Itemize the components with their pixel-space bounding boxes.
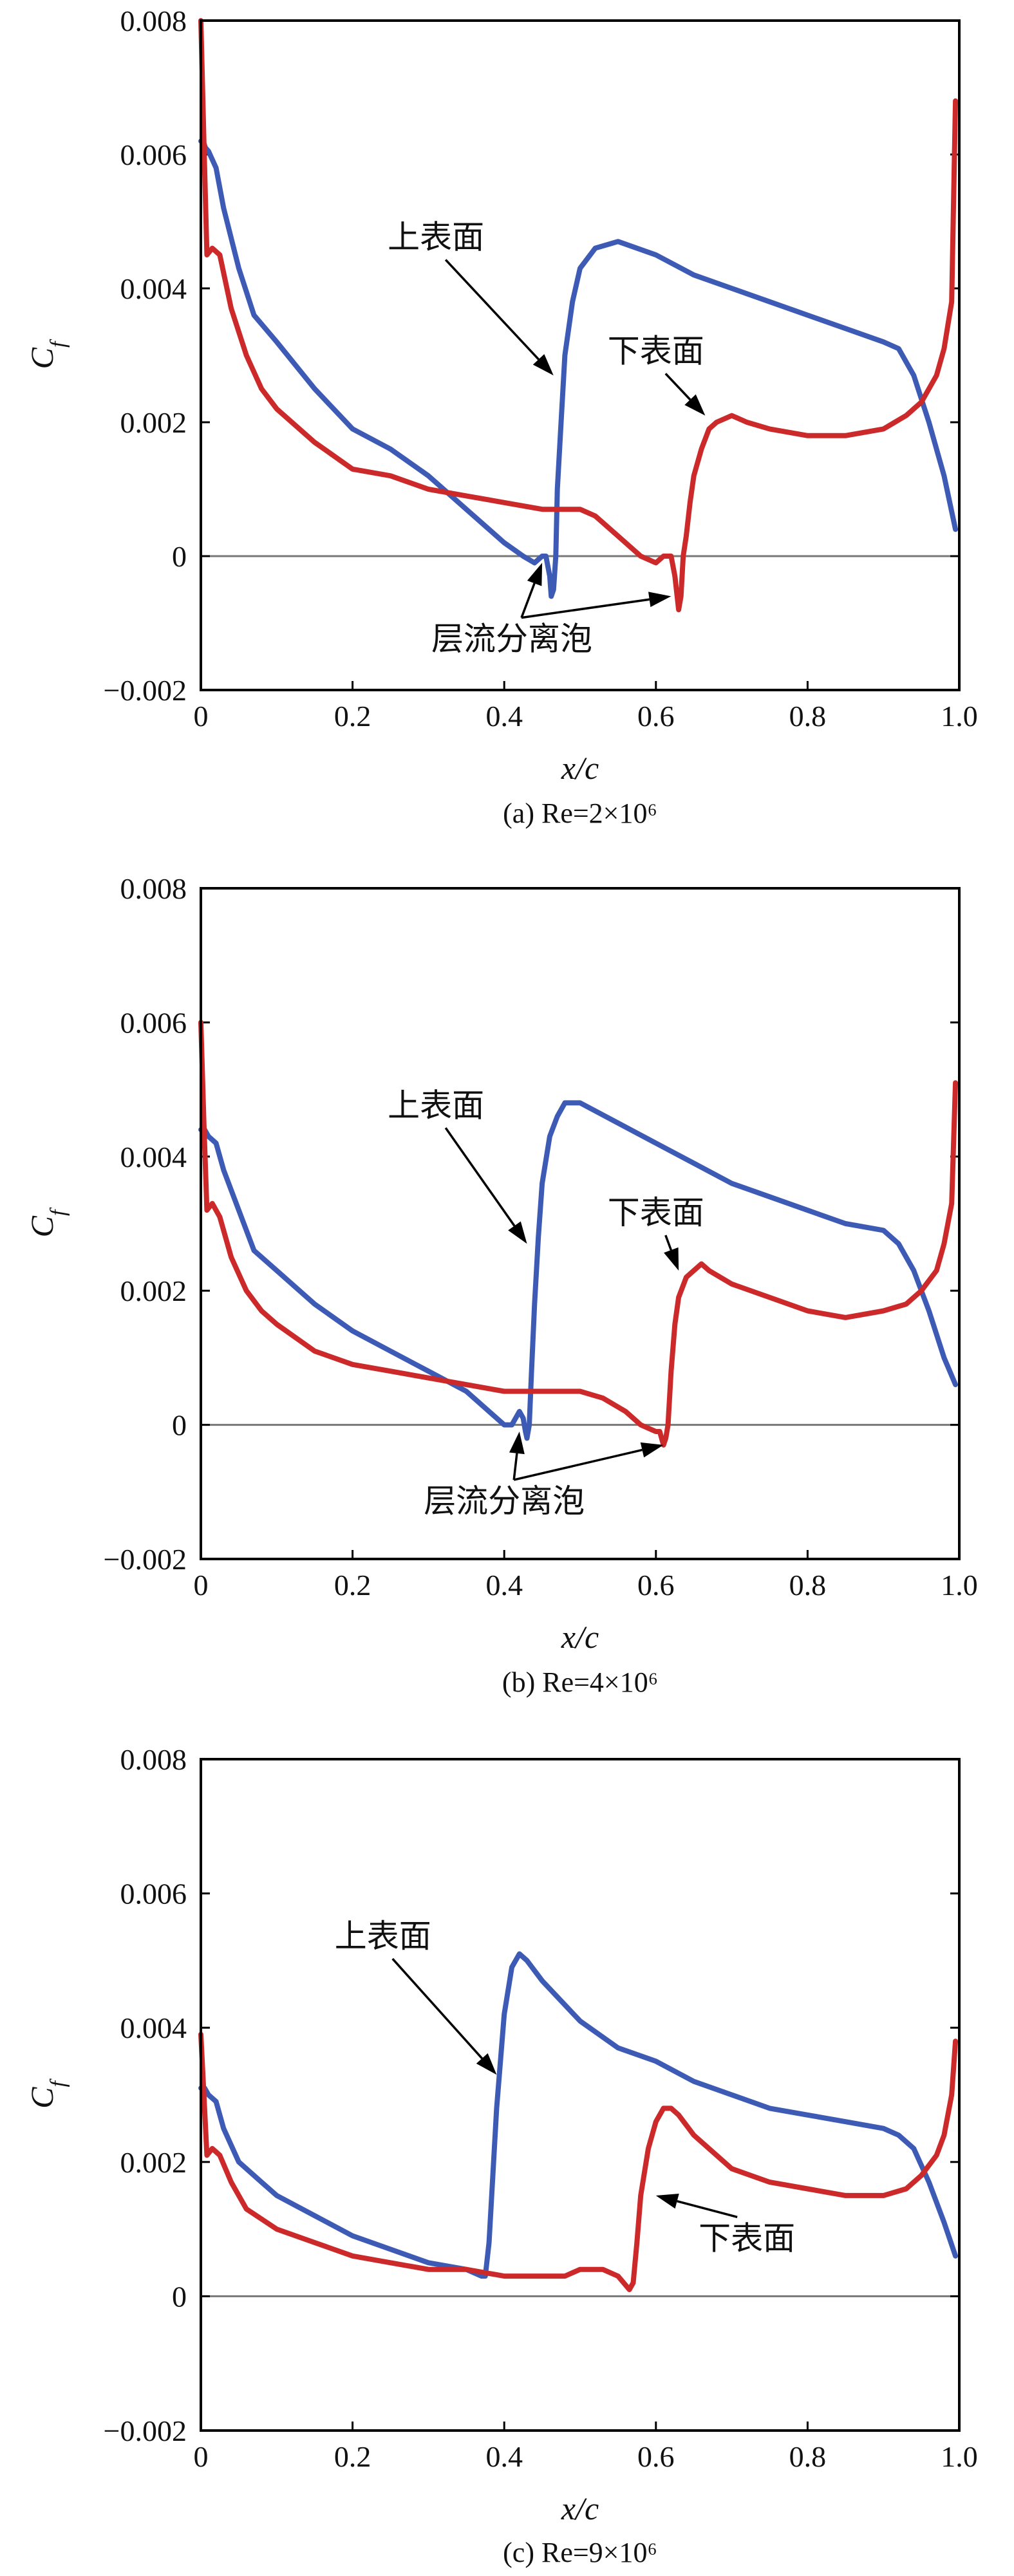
y-tick-label: 0.006 (120, 138, 187, 171)
y-tick-label: 0.006 (120, 1878, 187, 1910)
annotation-arrowhead (532, 354, 554, 376)
annotation-label: 下表面 (608, 332, 704, 369)
x-tick-label: 0.2 (334, 2440, 371, 2473)
x-tick-label: 0.4 (485, 700, 523, 733)
annotation-label: 上表面 (388, 1087, 484, 1124)
chart-panel-3: 0 0.2 0.4 0.6 0.8 1.0−0.00200.0020.0040.0060.… (24, 1743, 978, 2568)
annotation-arrow-shaft (513, 1448, 643, 1481)
y-tick-label: 0.002 (120, 1274, 187, 1307)
chart-panel-1: 0 0.2 0.4 0.6 0.8 1.0−0.00200.0020.0040.0060.… (24, 5, 978, 829)
plot-frame (200, 1758, 961, 2432)
panel-caption: (c) Re=9×10⁶ (503, 2537, 657, 2568)
x-tick-label: 0 (194, 2440, 209, 2473)
series-line-upper (198, 1951, 959, 2279)
series-line-lower (198, 2031, 959, 2292)
y-tick-label: 0 (172, 540, 187, 573)
annotation-arrow-shaft (664, 1235, 672, 1251)
annotation-label: 下表面 (608, 1194, 704, 1231)
x-tick-label: 1.0 (941, 700, 978, 733)
x-tick-label: 0.8 (789, 2440, 827, 2473)
y-tick-label: 0.004 (120, 1141, 187, 1173)
x-tick-label: 0 (194, 700, 209, 733)
chart-panel-2: 0 0.2 0.4 0.6 0.8 1.0−0.00200.0020.0040.0060.… (24, 872, 978, 1698)
x-tick-label: 0.2 (334, 700, 371, 733)
annotation-label: 层流分离泡 (431, 621, 592, 658)
annotation-arrow-shaft (521, 598, 650, 619)
x-tick-label: 1.0 (941, 2440, 978, 2473)
x-tick-label: 0.6 (637, 1569, 675, 1601)
y-tick-label: 0.008 (120, 872, 187, 905)
annotation-label: 上表面 (335, 1918, 431, 1955)
x-tick-label: 0.2 (334, 1569, 371, 1601)
x-tick-label: 0 (194, 1569, 209, 1601)
y-tick-label: −0.002 (104, 674, 187, 707)
annotation-arrow-shaft (444, 259, 540, 360)
x-axis-label: x/c (561, 1619, 599, 1655)
plot-frame (200, 19, 961, 691)
annotation-label: 层流分离泡 (424, 1482, 585, 1520)
x-axis-label: x/c (561, 750, 599, 786)
annotation-arrow-shaft (664, 373, 691, 401)
y-tick-label: 0 (172, 1409, 187, 1442)
x-axis-label: x/c (561, 2490, 599, 2526)
y-tick-label: 0.006 (120, 1006, 187, 1039)
y-tick-label: 0.008 (120, 1743, 187, 1776)
series-line-upper (198, 138, 959, 599)
annotation-arrowhead (508, 1221, 527, 1244)
annotation-arrow-shaft (677, 2199, 738, 2219)
x-tick-label: 0.6 (637, 2440, 675, 2473)
x-tick-label: 0.8 (789, 1569, 827, 1601)
annotation-arrowhead (648, 592, 671, 608)
series-line-upper (198, 1100, 959, 1441)
y-tick-label: 0.004 (120, 2011, 187, 2044)
annotation-arrow-shaft (520, 583, 536, 619)
x-tick-label: 0.6 (637, 700, 675, 733)
x-tick-label: 0.8 (789, 700, 827, 733)
x-tick-label: 0.4 (485, 1569, 523, 1601)
y-axis-label: Cf (24, 339, 70, 369)
x-tick-label: 1.0 (941, 1569, 978, 1601)
annotation-arrowhead (476, 2053, 497, 2075)
annotation-label: 上表面 (388, 219, 484, 256)
annotation-label: 下表面 (699, 2219, 795, 2257)
annotation-arrow-shaft (444, 1127, 516, 1227)
y-tick-label: 0.002 (120, 2146, 187, 2179)
y-tick-label: 0.002 (120, 406, 187, 439)
y-axis-label: Cf (24, 2078, 70, 2109)
annotation-arrowhead (684, 394, 706, 416)
plot-frame (200, 887, 961, 1560)
annotation-arrow-shaft (512, 1453, 518, 1480)
panel-caption: (a) Re=2×10⁶ (503, 798, 657, 829)
annotation-arrowhead (640, 1442, 664, 1458)
y-tick-label: −0.002 (104, 2414, 187, 2447)
annotation-arrowhead (509, 1432, 525, 1455)
annotation-arrowhead (664, 1247, 679, 1271)
x-tick-label: 0.4 (485, 2440, 523, 2473)
annotation-arrow-shaft (391, 1957, 484, 2060)
annotation-arrowhead (655, 2194, 679, 2209)
panel-caption: (b) Re=4×10⁶ (502, 1666, 658, 1698)
series-line-lower (198, 1020, 959, 1448)
y-axis-label: Cf (24, 1207, 70, 1237)
series-line-lower (198, 18, 959, 613)
y-tick-label: 0 (172, 2280, 187, 2313)
annotation-arrowhead (527, 563, 543, 586)
y-tick-label: 0.004 (120, 272, 187, 305)
y-tick-label: 0.008 (120, 5, 187, 37)
y-tick-label: −0.002 (104, 1543, 187, 1576)
